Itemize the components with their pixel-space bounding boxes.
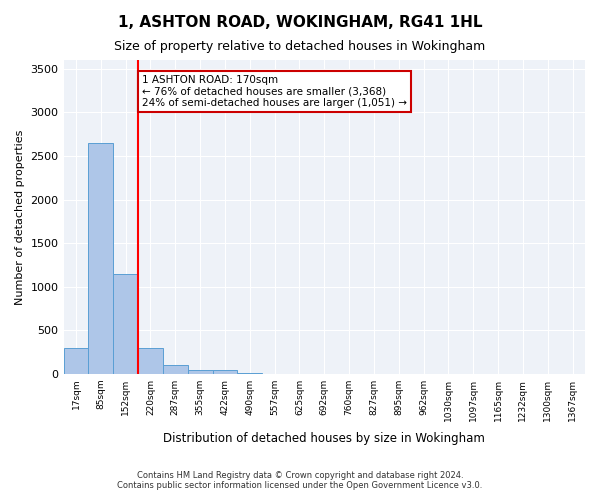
X-axis label: Distribution of detached houses by size in Wokingham: Distribution of detached houses by size … bbox=[163, 432, 485, 445]
Text: Size of property relative to detached houses in Wokingham: Size of property relative to detached ho… bbox=[115, 40, 485, 53]
Bar bbox=[212, 370, 238, 374]
Bar bbox=[88, 143, 113, 374]
Text: Contains HM Land Registry data © Crown copyright and database right 2024.
Contai: Contains HM Land Registry data © Crown c… bbox=[118, 470, 482, 490]
Y-axis label: Number of detached properties: Number of detached properties bbox=[15, 130, 25, 304]
Bar bbox=[138, 348, 163, 374]
Bar bbox=[163, 365, 188, 374]
Bar bbox=[64, 348, 88, 374]
Bar bbox=[113, 274, 138, 374]
Bar bbox=[188, 370, 212, 374]
Text: 1, ASHTON ROAD, WOKINGHAM, RG41 1HL: 1, ASHTON ROAD, WOKINGHAM, RG41 1HL bbox=[118, 15, 482, 30]
Text: 1 ASHTON ROAD: 170sqm
← 76% of detached houses are smaller (3,368)
24% of semi-d: 1 ASHTON ROAD: 170sqm ← 76% of detached … bbox=[142, 75, 407, 108]
